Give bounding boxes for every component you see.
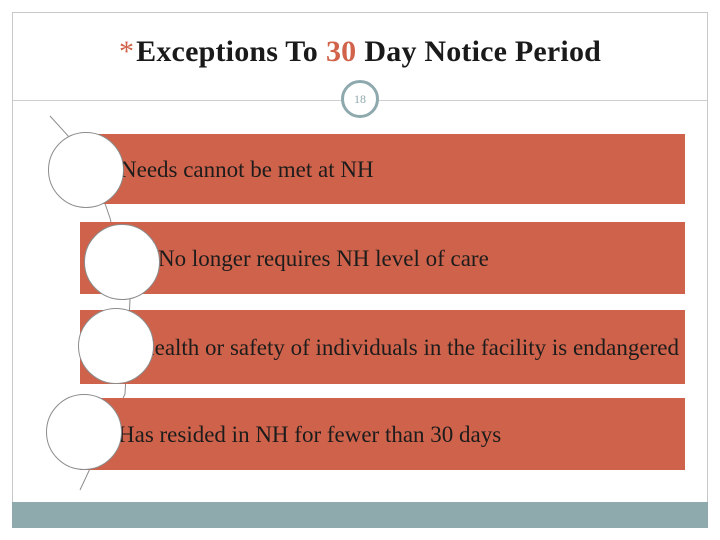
exception-item-1-text: Needs cannot be met at NH (120, 156, 374, 182)
exception-item-3: Health or safety of individuals in the f… (80, 310, 685, 384)
title-number: 30 (325, 35, 357, 68)
title-asterisk: * (118, 35, 135, 68)
bullet-circle-1 (48, 132, 124, 208)
title-text-start: Exceptions To (136, 35, 318, 68)
footer-bar (12, 502, 708, 528)
bullet-circle-2 (84, 224, 160, 300)
exception-item-2-text: No longer requires NH level of care (158, 245, 489, 271)
exception-item-2: No longer requires NH level of care (80, 222, 685, 294)
exception-item-4: Has resided in NH for fewer than 30 days (80, 398, 685, 470)
bullet-circle-4 (46, 394, 122, 470)
exception-item-1: Needs cannot be met at NH (80, 134, 685, 204)
exception-item-3-text: Health or safety of individuals in the f… (138, 334, 679, 360)
bullet-circle-3 (78, 308, 154, 384)
title-text-end: Day Notice Period (364, 35, 602, 68)
page-number-badge: 18 (341, 80, 379, 118)
slide-title: * Exceptions To 30 Day Notice Period (40, 22, 680, 82)
exception-item-4-text: Has resided in NH for fewer than 30 days (118, 421, 502, 447)
